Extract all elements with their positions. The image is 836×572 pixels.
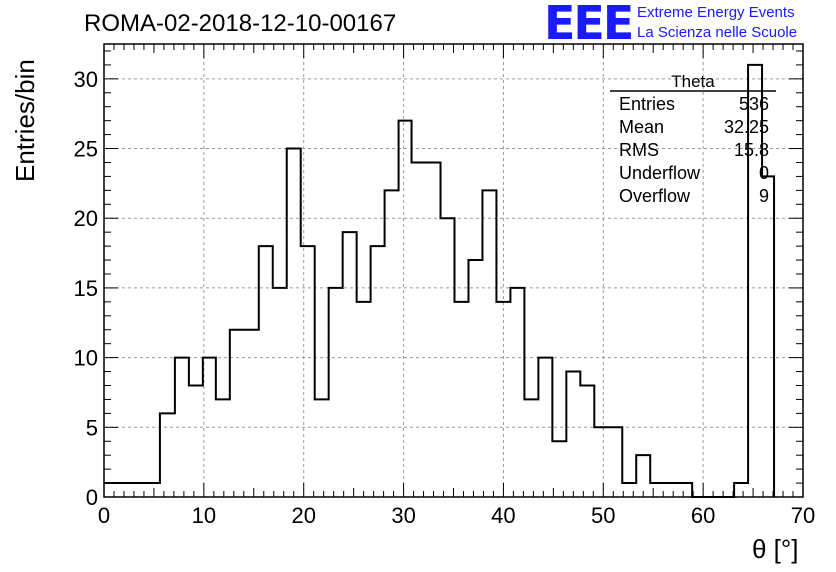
histogram-bin (762, 176, 774, 497)
stats-row-value: 15.8 (734, 140, 769, 160)
stats-row-label: Mean (619, 117, 664, 137)
histogram-bin (189, 385, 203, 497)
histogram-bin (315, 399, 329, 497)
histogram-bin (329, 288, 343, 497)
stats-rows: Entries 536 Mean 32.25 RMS 15.8 Underflow 0 Over… (619, 94, 769, 206)
stats-row-value: 0 (759, 163, 769, 183)
stats-row-label: RMS (619, 140, 659, 160)
x-tick-label: 50 (591, 503, 615, 528)
histogram-bin (650, 483, 664, 497)
histogram-bin (566, 372, 580, 497)
histogram-bin (399, 121, 412, 497)
histogram-bin (259, 246, 273, 497)
y-tick-label: 30 (74, 67, 98, 92)
y-tick-labels: 0 5 10 15 20 25 30 (74, 67, 98, 510)
stats-row-value: 9 (759, 186, 769, 206)
histogram-bin (230, 330, 245, 497)
histogram-bin (216, 399, 230, 497)
run-title: ROMA-02-2018-12-10-00167 (84, 10, 397, 37)
logo-subtitle-1: Extreme Energy Events (637, 4, 795, 21)
x-tick-label: 60 (691, 503, 715, 528)
x-axis-label: θ [°] (752, 534, 799, 564)
histogram-bin (622, 483, 636, 497)
y-tick-label: 15 (74, 276, 98, 301)
x-tick-labels: 0 10 20 30 40 50 60 70 (98, 503, 815, 528)
y-tick-label: 20 (74, 206, 98, 231)
stats-row-label: Overflow (619, 186, 691, 206)
histogram-series (104, 63, 776, 498)
histogram-bin (524, 399, 538, 497)
stats-row-value: 32.25 (724, 117, 769, 137)
histogram-bin (552, 441, 566, 497)
histogram-bin (104, 483, 160, 497)
logo-subtitle-2: La Scienza nelle Scuole (637, 24, 798, 41)
histogram-bin (160, 413, 175, 497)
y-axis-label: Entries/bin (10, 59, 40, 182)
histogram-bin (664, 483, 678, 497)
x-tick-label: 30 (391, 503, 415, 528)
histogram-bin (357, 302, 371, 497)
x-tick-label: 70 (791, 503, 815, 528)
stats-box: Theta Entries 536 Mean 32.25 RMS 15.8 Underflo… (610, 72, 776, 206)
histogram-bin (371, 246, 385, 497)
histogram-bin (245, 330, 259, 497)
eee-logo: EEE (544, 0, 634, 50)
stats-row-label: Underflow (619, 163, 701, 183)
histogram-bin (273, 288, 287, 497)
histogram-bin (580, 385, 594, 497)
histogram-bin (734, 483, 748, 497)
histogram-bin (343, 232, 357, 497)
x-tick-label: 0 (98, 503, 110, 528)
histogram-bin (301, 246, 315, 497)
histogram-bin (678, 483, 692, 497)
x-tick-label: 20 (291, 503, 315, 528)
histogram-bin (454, 302, 468, 497)
y-tick-label: 5 (86, 415, 98, 440)
histogram-bin (412, 162, 427, 497)
histogram-bin (287, 149, 301, 497)
histogram-bin (385, 190, 399, 497)
stats-title: Theta (671, 72, 715, 91)
stats-row-value: 536 (739, 94, 769, 114)
histogram-bin (608, 427, 622, 497)
y-tick-label: 25 (74, 137, 98, 162)
stats-row-label: Entries (619, 94, 675, 114)
x-tick-label: 10 (192, 503, 216, 528)
y-tick-label: 0 (86, 485, 98, 510)
histogram-bin (636, 455, 650, 497)
histogram-bin (468, 260, 482, 497)
y-tick-label: 10 (74, 346, 98, 371)
histogram-bin (427, 162, 441, 497)
histogram-bin (510, 288, 524, 497)
histogram-bin (594, 427, 608, 497)
x-tick-label: 40 (491, 503, 515, 528)
axis-ticks (103, 44, 804, 498)
histogram-bin (482, 190, 496, 497)
